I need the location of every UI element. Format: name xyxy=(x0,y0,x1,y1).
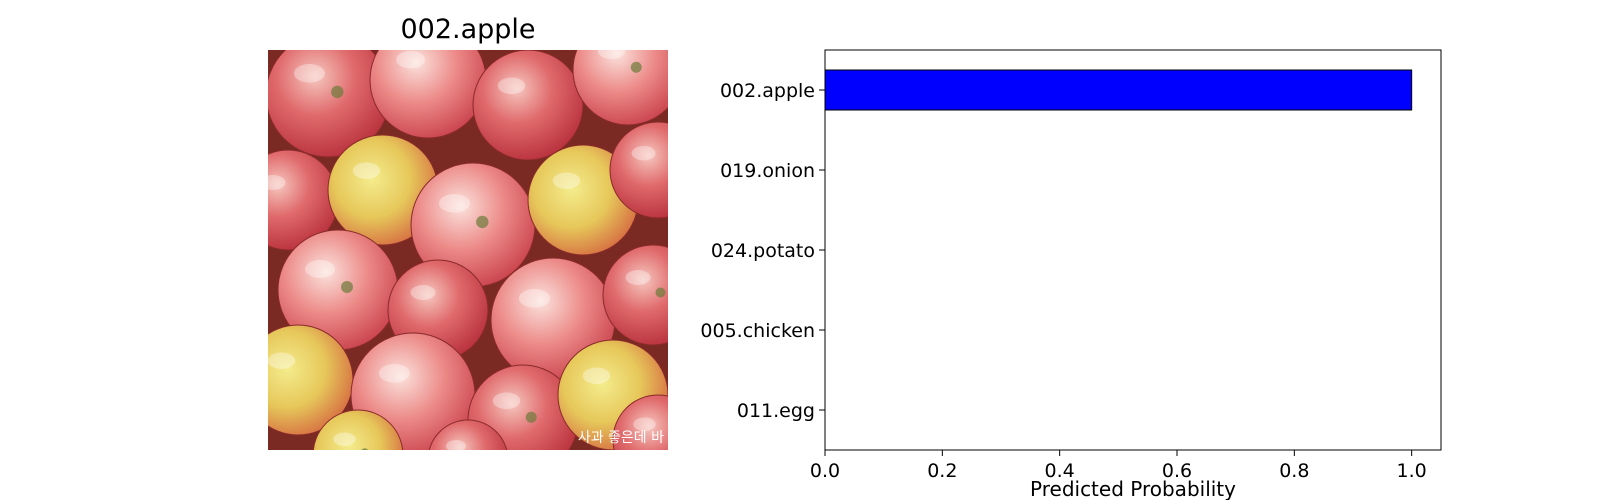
apple-shape xyxy=(312,409,404,450)
y-tick-label: 011.egg xyxy=(737,400,815,422)
apple-highlight xyxy=(518,289,550,308)
apple-highlight xyxy=(268,175,286,190)
apple-stem-spot xyxy=(331,85,344,99)
apple-photo: 사과 좋은데 바 xyxy=(268,50,668,450)
x-tick-label: 0.0 xyxy=(810,460,840,482)
apple-highlight xyxy=(410,285,436,300)
apple-shape xyxy=(428,419,508,450)
apple-highlight xyxy=(492,392,521,409)
apple-highlight xyxy=(582,367,611,384)
apple-highlight xyxy=(396,51,426,69)
apple-stem-spot xyxy=(476,215,489,229)
apple-highlight xyxy=(446,440,466,450)
apple-highlight xyxy=(293,64,325,83)
apple-highlight xyxy=(597,50,626,59)
apple-stem-spot xyxy=(341,281,353,293)
apple-shape xyxy=(609,121,668,219)
y-tick-label: 002.apple xyxy=(720,80,815,102)
y-tick-label: 005.chicken xyxy=(700,320,815,342)
x-axis-label: Predicted Probability xyxy=(1030,477,1236,500)
apple-shape xyxy=(612,394,668,450)
x-tick-label: 0.2 xyxy=(927,460,957,482)
apple-stem-spot xyxy=(361,448,369,450)
y-tick-label: 019.onion xyxy=(720,160,815,182)
apple-highlight xyxy=(497,77,526,94)
x-tick-label: 0.4 xyxy=(1045,460,1075,482)
apple-shape xyxy=(472,50,584,161)
apple-highlight xyxy=(378,364,410,383)
x-tick-label: 0.6 xyxy=(1162,460,1192,482)
image-title: 002.apple xyxy=(400,14,536,45)
apple-shape xyxy=(572,50,668,126)
apple-highlight xyxy=(352,162,381,179)
apple-highlight xyxy=(631,146,656,161)
apple-highlight xyxy=(552,172,581,189)
y-tick-label: 024.potato xyxy=(711,240,815,262)
bar-002.apple xyxy=(824,69,1413,111)
x-tick-label: 1.0 xyxy=(1397,460,1427,482)
apple-highlight xyxy=(438,194,470,213)
apple-highlight xyxy=(305,260,335,278)
apple-highlight xyxy=(633,417,656,431)
apple-stem-spot xyxy=(655,287,666,298)
apple-stem-spot xyxy=(630,61,642,73)
apple-stem-spot xyxy=(525,411,537,423)
apple-highlight xyxy=(333,432,356,446)
apple-highlight xyxy=(268,352,296,369)
photo-watermark: 사과 좋은데 바 xyxy=(578,430,664,446)
apple-shape xyxy=(602,244,668,346)
apple-highlight xyxy=(625,270,651,285)
x-tick-label: 0.8 xyxy=(1279,460,1309,482)
